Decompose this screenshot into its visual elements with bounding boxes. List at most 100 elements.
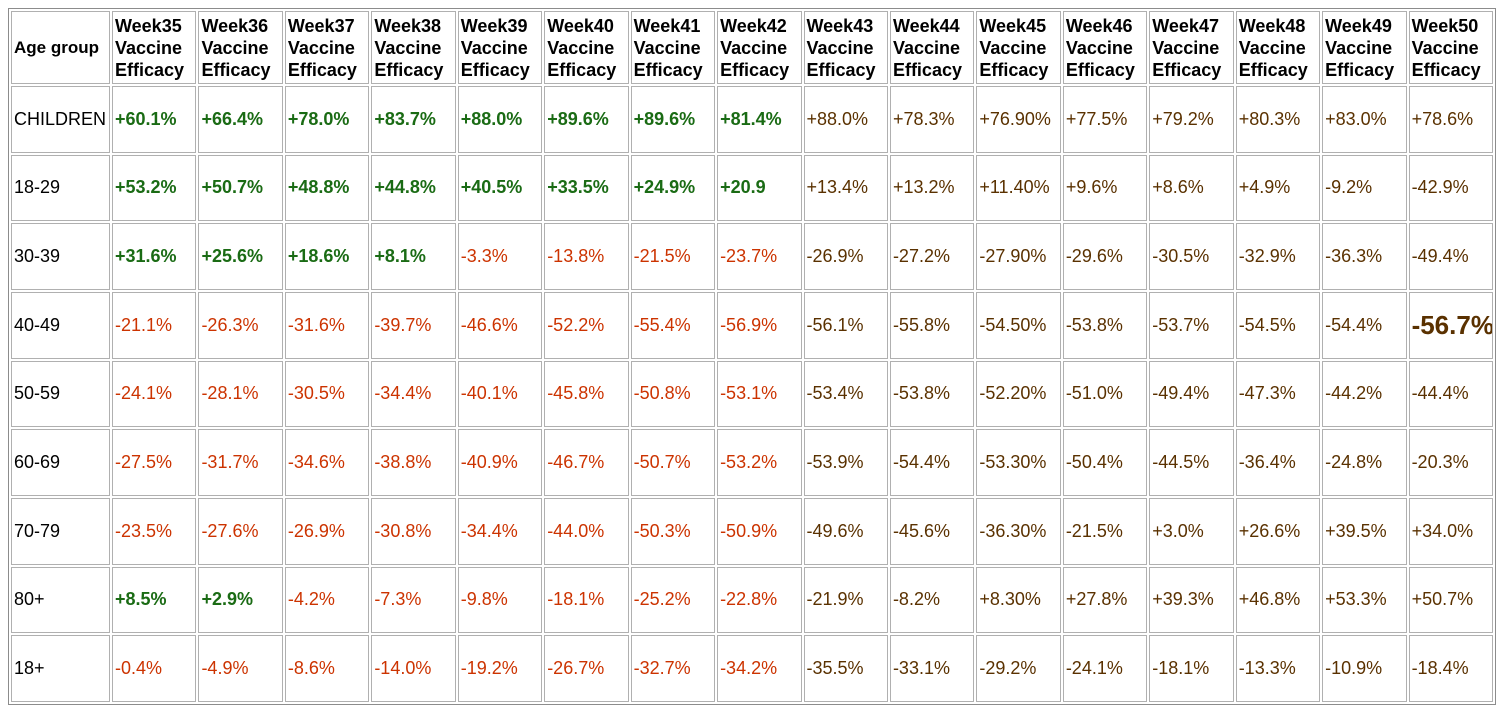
- efficacy-cell: +81.4%: [717, 86, 802, 153]
- week-label: Week35: [115, 16, 182, 36]
- efficacy-cell: -25.2%: [630, 566, 716, 634]
- efficacy-cell: -23.5%: [112, 497, 197, 565]
- age-group-label: 40-49: [11, 291, 110, 359]
- efficacy-cell: -34.4%: [371, 360, 456, 428]
- efficacy-cell: -10.9%: [1322, 635, 1407, 702]
- efficacy-cell: +53.2%: [112, 154, 197, 222]
- week-header: Week40 Vaccine Efficacy: [544, 11, 629, 84]
- efficacy-cell: -49.4%: [1149, 360, 1234, 428]
- efficacy-cell: -22.8%: [717, 566, 802, 634]
- efficacy-cell: +44.8%: [371, 154, 456, 222]
- week-header: Week45 Vaccine Efficacy: [976, 11, 1061, 84]
- header-line: Vaccine: [374, 38, 442, 58]
- efficacy-cell: -53.4%: [803, 360, 888, 428]
- header-line: Vaccine: [1325, 38, 1393, 58]
- efficacy-cell: +33.5%: [544, 154, 629, 222]
- header-line: Vaccine: [547, 38, 615, 58]
- week-label: Week49: [1325, 16, 1392, 36]
- header-line: Vaccine: [806, 38, 874, 58]
- age-group-label: 80+: [11, 566, 110, 634]
- efficacy-cell: -18.1%: [1149, 635, 1234, 702]
- efficacy-cell: -53.30%: [976, 429, 1061, 496]
- efficacy-cell: -23.7%: [717, 223, 802, 290]
- header-line: Vaccine: [633, 38, 701, 58]
- efficacy-cell: -50.4%: [1062, 429, 1148, 496]
- efficacy-cell: +39.3%: [1149, 566, 1234, 634]
- efficacy-cell: +11.40%: [976, 154, 1061, 222]
- week-header: Week36 Vaccine Efficacy: [198, 11, 283, 84]
- table-row: 70-79 -23.5% -27.6% -26.9% -30.8% -34.4% -44.0…: [11, 497, 1493, 565]
- table-row: 18+ -0.4% -4.9% -8.6% -14.0% -19.2% -26.7% -32.…: [11, 635, 1493, 702]
- efficacy-cell: -13.3%: [1235, 635, 1321, 702]
- efficacy-cell: +78.0%: [284, 86, 370, 153]
- week-label: Week39: [460, 16, 528, 36]
- efficacy-cell: -9.8%: [457, 566, 543, 634]
- week-header: Week35 Vaccine Efficacy: [112, 11, 197, 84]
- efficacy-cell: +88.0%: [803, 86, 888, 153]
- header-line: Efficacy: [374, 60, 444, 80]
- efficacy-cell: -35.5%: [803, 635, 888, 702]
- efficacy-cell: -45.6%: [889, 497, 975, 565]
- week-label: Week48: [1238, 16, 1306, 36]
- table-row: 30-39 +31.6% +25.6% +18.6% +8.1% -3.3% -13.8% -…: [11, 223, 1493, 290]
- efficacy-cell: -34.4%: [457, 497, 543, 565]
- efficacy-cell: +8.6%: [1149, 154, 1234, 222]
- age-group-label: 30-39: [11, 223, 110, 290]
- efficacy-cell: +8.1%: [371, 223, 456, 290]
- efficacy-cell: -31.6%: [284, 291, 370, 359]
- efficacy-cell: +4.9%: [1235, 154, 1321, 222]
- efficacy-cell: +8.30%: [976, 566, 1061, 634]
- header-line: Vaccine: [979, 38, 1047, 58]
- efficacy-cell: +13.2%: [889, 154, 975, 222]
- efficacy-cell: -21.5%: [1062, 497, 1148, 565]
- efficacy-cell: +39.5%: [1322, 497, 1407, 565]
- efficacy-cell: -53.9%: [803, 429, 888, 496]
- efficacy-cell: -19.2%: [457, 635, 543, 702]
- efficacy-cell: +13.4%: [803, 154, 888, 222]
- efficacy-cell: -50.7%: [630, 429, 716, 496]
- efficacy-cell: +78.6%: [1408, 86, 1493, 153]
- week-label: Week42: [720, 16, 787, 36]
- efficacy-cell: -24.1%: [112, 360, 197, 428]
- efficacy-cell: -20.3%: [1408, 429, 1493, 496]
- header-line: Efficacy: [1325, 60, 1395, 80]
- week-header: Week49 Vaccine Efficacy: [1322, 11, 1407, 84]
- efficacy-cell: -52.2%: [544, 291, 629, 359]
- efficacy-cell: -44.2%: [1322, 360, 1407, 428]
- efficacy-cell: -26.9%: [803, 223, 888, 290]
- header-line: Vaccine: [892, 38, 960, 58]
- efficacy-cell: +88.0%: [457, 86, 543, 153]
- week-label: Week46: [1065, 16, 1133, 36]
- week-label: Week40: [547, 16, 614, 36]
- efficacy-cell: -27.5%: [112, 429, 197, 496]
- efficacy-cell: -13.8%: [544, 223, 629, 290]
- efficacy-cell: -56.7%: [1408, 291, 1493, 359]
- efficacy-cell: -54.4%: [1322, 291, 1407, 359]
- efficacy-cell: -26.3%: [198, 291, 283, 359]
- header-line: Vaccine: [1152, 38, 1220, 58]
- efficacy-cell: -24.8%: [1322, 429, 1407, 496]
- header-line: Efficacy: [979, 60, 1049, 80]
- week-label: Week44: [892, 16, 960, 36]
- efficacy-cell: -18.4%: [1408, 635, 1493, 702]
- efficacy-cell: +18.6%: [284, 223, 370, 290]
- week-label: Week45: [979, 16, 1047, 36]
- efficacy-cell: -49.6%: [803, 497, 888, 565]
- efficacy-cell: -50.8%: [630, 360, 716, 428]
- efficacy-cell: -9.2%: [1322, 154, 1407, 222]
- week-header: Week44 Vaccine Efficacy: [889, 11, 975, 84]
- efficacy-cell: +2.9%: [198, 566, 283, 634]
- week-header: Week50 Vaccine Efficacy: [1408, 11, 1493, 84]
- efficacy-cell: -30.5%: [284, 360, 370, 428]
- efficacy-cell: -21.5%: [630, 223, 716, 290]
- header-line: Vaccine: [1238, 38, 1306, 58]
- header-line: Vaccine: [115, 38, 183, 58]
- efficacy-cell: -44.5%: [1149, 429, 1234, 496]
- efficacy-cell: -18.1%: [544, 566, 629, 634]
- efficacy-cell: -38.8%: [371, 429, 456, 496]
- efficacy-cell: -44.0%: [544, 497, 629, 565]
- efficacy-cell: -34.6%: [284, 429, 370, 496]
- week-label: Week37: [287, 16, 355, 36]
- week-header: Week43 Vaccine Efficacy: [803, 11, 888, 84]
- efficacy-cell: +40.5%: [457, 154, 543, 222]
